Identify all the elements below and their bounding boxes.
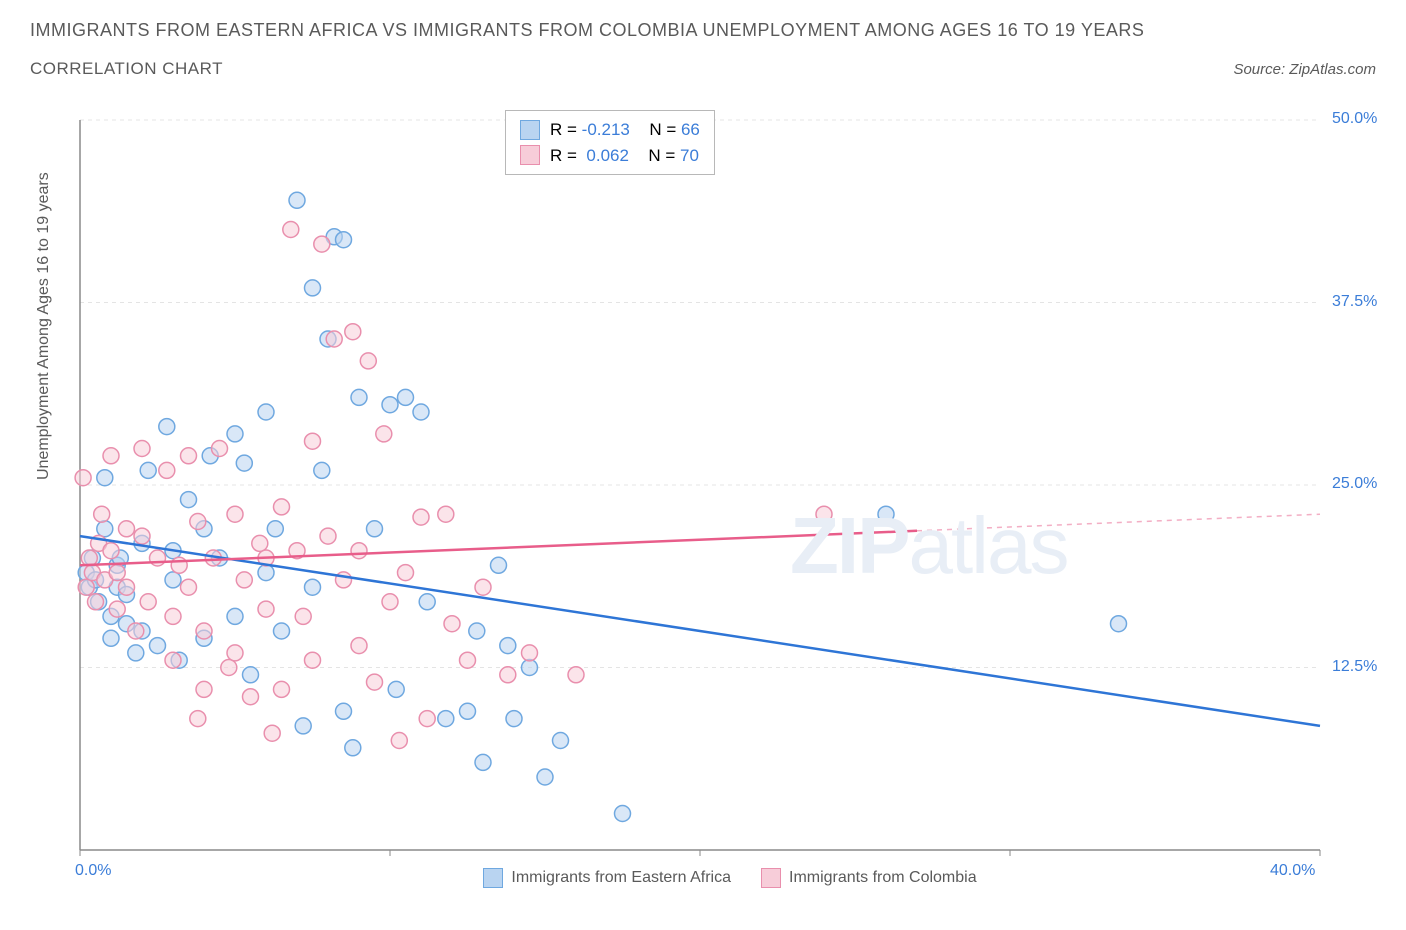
correlation-stats-legend: R = -0.213 N = 66 R = 0.062 N = 70 [505,110,715,175]
stats-row-series1: R = -0.213 N = 66 [520,117,700,143]
swatch-series1 [520,120,540,140]
swatch-series1 [483,868,503,888]
x-tick-label: 40.0% [1270,862,1315,880]
source-attribution: Source: ZipAtlas.com [1233,61,1376,78]
y-tick-label: 50.0% [1332,110,1377,128]
swatch-series2 [520,145,540,165]
y-tick-label: 12.5% [1332,658,1377,676]
chart-title-line2: CORRELATION CHART [30,59,223,79]
y-axis-label: Unemployment Among Ages 16 to 19 years [35,172,53,480]
y-tick-label: 37.5% [1332,293,1377,311]
plot-canvas [70,110,1390,890]
swatch-series2 [761,868,781,888]
legend-item-series2: Immigrants from Colombia [761,868,977,888]
legend-label-series2: Immigrants from Colombia [789,869,977,887]
chart-title-line1: IMMIGRANTS FROM EASTERN AFRICA VS IMMIGR… [30,20,1376,41]
series-legend: Immigrants from Eastern Africa Immigrant… [70,868,1390,888]
y-tick-label: 25.0% [1332,475,1377,493]
legend-label-series1: Immigrants from Eastern Africa [511,869,731,887]
x-tick-label: 0.0% [75,862,111,880]
legend-item-series1: Immigrants from Eastern Africa [483,868,731,888]
stats-row-series2: R = 0.062 N = 70 [520,143,700,169]
scatter-chart: ZIPatlas R = -0.213 N = 66 R = 0.062 N =… [70,110,1390,890]
